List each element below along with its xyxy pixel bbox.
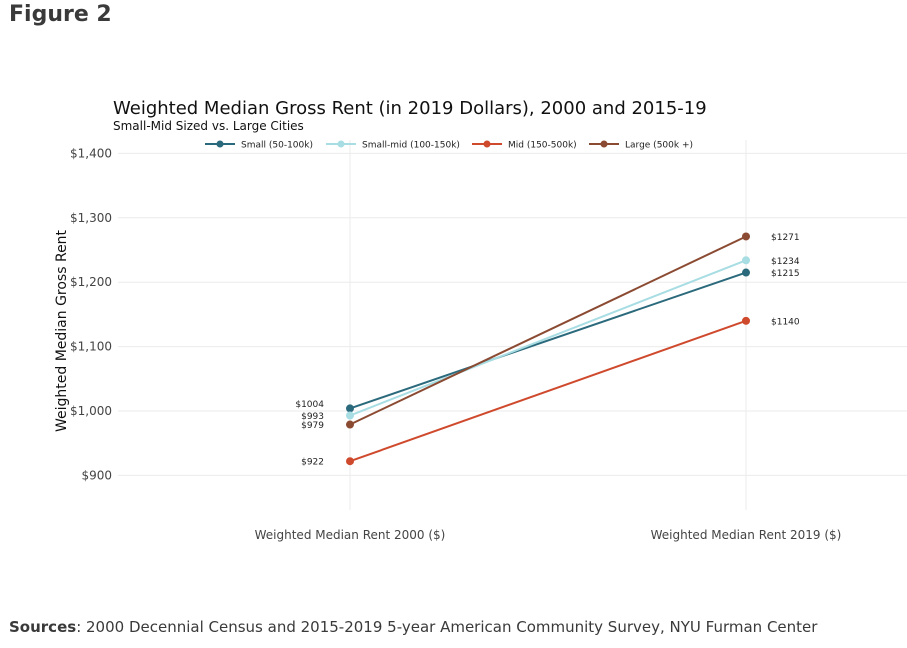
data-label: $979 <box>301 421 324 431</box>
data-point <box>742 316 750 325</box>
legend-label: Small-mid (100-150k) <box>362 141 460 151</box>
x-tick-label: Weighted Median Rent 2019 ($) <box>651 528 842 542</box>
data-point <box>346 420 354 429</box>
data-point <box>742 268 750 277</box>
sources-text: : 2000 Decennial Census and 2015-2019 5-… <box>76 618 818 636</box>
legend-item: Large (500k +) <box>589 140 693 151</box>
data-label: $922 <box>301 458 324 468</box>
y-tick-label: $1,100 <box>70 340 112 354</box>
chart-subtitle: Small-Mid Sized vs. Large Cities <box>113 119 304 133</box>
series: $1004 $1215 $993 $1234 $922 $1140 $979 $1271 <box>295 232 800 468</box>
sources-note: Sources: 2000 Decennial Census and 2015-… <box>9 618 817 636</box>
series-1 <box>346 256 750 420</box>
y-axis-label: Weighted Median Gross Rent <box>54 229 70 432</box>
y-tick-label: $900 <box>81 468 112 482</box>
legend: Small (50-100k) Small-mid (100-150k) Mid (… <box>205 140 693 151</box>
series-line <box>349 319 747 463</box>
series-0 <box>346 268 750 413</box>
legend-label: Large (500k +) <box>625 141 693 151</box>
rent-line-chart: Weighted Median Gross Rent (in 2019 Doll… <box>54 98 907 542</box>
data-label: $993 <box>301 412 324 422</box>
data-point <box>346 411 354 420</box>
data-label: $1004 <box>295 400 324 410</box>
data-label: $1215 <box>771 269 800 279</box>
data-point <box>742 232 750 241</box>
legend-item: Mid (150-500k) <box>472 140 577 151</box>
y-tick-label: $1,200 <box>70 275 112 289</box>
x-tick-label: Weighted Median Rent 2000 ($) <box>255 528 446 542</box>
series-line <box>349 271 747 410</box>
legend-label: Mid (150-500k) <box>508 141 577 151</box>
legend-swatch-point <box>483 140 491 148</box>
legend-item: Small (50-100k) <box>205 140 313 151</box>
series-line <box>349 259 747 417</box>
series-line <box>349 235 747 426</box>
legend-label: Small (50-100k) <box>241 141 313 151</box>
series-3 <box>346 232 750 429</box>
data-point <box>346 404 354 413</box>
data-label: $1234 <box>771 257 800 267</box>
legend-item: Small-mid (100-150k) <box>326 140 460 151</box>
data-label: $1140 <box>771 317 800 327</box>
data-point <box>742 256 750 265</box>
legend-swatch-point <box>600 140 608 148</box>
series-2 <box>346 316 750 466</box>
figure-label: Figure 2 <box>9 2 112 27</box>
chart-title: Weighted Median Gross Rent (in 2019 Doll… <box>113 98 707 119</box>
sources-label: Sources <box>9 618 77 636</box>
data-label: $1271 <box>771 233 800 243</box>
y-tick-label: $1,000 <box>70 404 112 418</box>
data-point <box>346 457 354 466</box>
legend-swatch-point <box>337 140 345 148</box>
axes: $900 $1,000 $1,100 $1,200 $1,300 $1,400 Weight… <box>70 146 841 542</box>
y-tick-label: $1,300 <box>70 211 112 225</box>
y-tick-label: $1,400 <box>70 146 112 160</box>
legend-swatch-point <box>216 140 224 148</box>
